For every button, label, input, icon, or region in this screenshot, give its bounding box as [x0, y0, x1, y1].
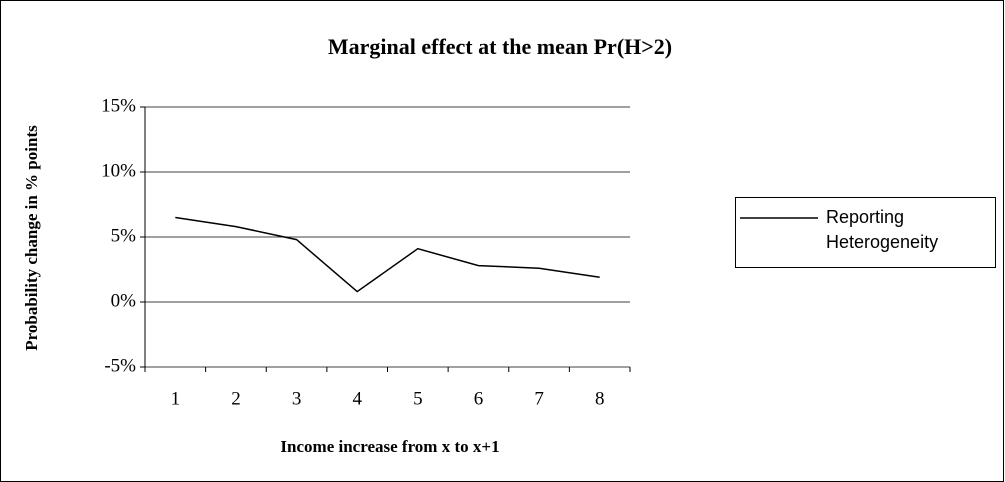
chart-title: Marginal effect at the mean Pr(H>2)	[328, 34, 672, 59]
x-tick-label: 1	[171, 388, 181, 409]
x-tick-label: 6	[474, 388, 484, 409]
x-tick-label: 2	[231, 388, 241, 409]
y-tick-label: 0%	[111, 290, 137, 311]
x-tick-label: 4	[352, 388, 362, 409]
x-tick-label: 8	[595, 388, 605, 409]
y-tick-label: 15%	[101, 95, 136, 116]
y-tick-label: 5%	[111, 225, 137, 246]
legend-label: Reporting Heterogeneity	[826, 207, 939, 252]
x-tick-label: 7	[534, 388, 544, 409]
y-tick-label: 10%	[101, 160, 136, 181]
x-tick-label: 3	[292, 388, 302, 409]
y-tick-label: -5%	[104, 355, 136, 376]
legend-box	[735, 197, 996, 268]
x-axis-title: Income increase from x to x+1	[280, 437, 499, 456]
y-axis-title: Probability change in % points	[22, 125, 41, 351]
data-line	[175, 216, 600, 293]
x-tick-label: 5	[413, 388, 423, 409]
